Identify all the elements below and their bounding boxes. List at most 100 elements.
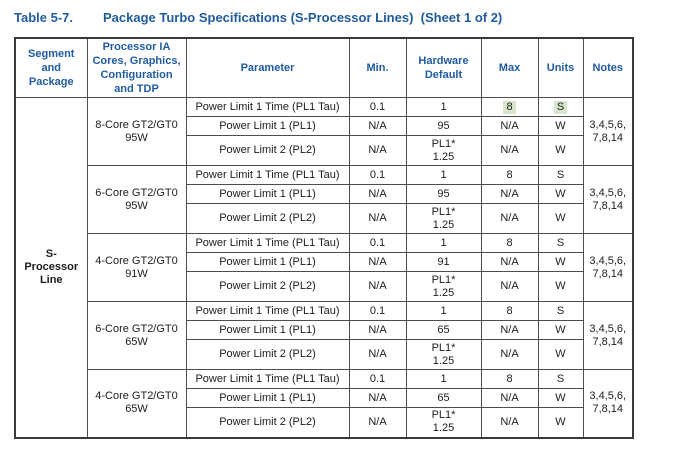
default-cell: 1 bbox=[405, 97, 482, 117]
table-row: 6-Core GT2/GT0 65W Power Limit 1 Time (P… bbox=[15, 301, 634, 370]
max-cell: 8 bbox=[480, 233, 539, 253]
table-caption: Table 5-7. Package Turbo Specifications … bbox=[14, 10, 502, 25]
parameter-cell: Power Limit 1 (PL1) bbox=[185, 252, 350, 272]
min-cell: 0.1 bbox=[348, 97, 407, 117]
default-cell: PL1* 1.25 bbox=[405, 135, 482, 166]
parameter-cell: Power Limit 1 Time (PL1 Tau) bbox=[185, 301, 350, 321]
units-cell: S bbox=[537, 369, 584, 389]
units-cell: S bbox=[537, 165, 584, 185]
max-cell: 8 bbox=[480, 301, 539, 321]
max-cell: 8 bbox=[480, 97, 539, 117]
min-cell: N/A bbox=[348, 271, 407, 302]
max-cell: 8 bbox=[480, 369, 539, 389]
col-header-parameter: Parameter bbox=[185, 37, 350, 98]
default-cell: PL1* 1.25 bbox=[405, 407, 482, 438]
default-cell: PL1* 1.25 bbox=[405, 203, 482, 234]
max-cell: 8 bbox=[480, 165, 539, 185]
units-cell: W bbox=[537, 203, 584, 234]
config-cell: 4-Core GT2/GT0 65W bbox=[86, 369, 187, 438]
table-row: 4-Core GT2/GT0 65W Power Limit 1 Time (P… bbox=[15, 369, 634, 438]
parameter-cell: Power Limit 1 (PL1) bbox=[185, 320, 350, 340]
min-cell: N/A bbox=[348, 116, 407, 136]
max-cell: N/A bbox=[480, 252, 539, 272]
units-cell: W bbox=[537, 116, 584, 136]
default-cell: 1 bbox=[405, 369, 482, 389]
col-header-units: Units bbox=[537, 37, 584, 98]
min-cell: N/A bbox=[348, 339, 407, 370]
units-cell: W bbox=[537, 339, 584, 370]
table-caption-title: Package Turbo Specifications (S-Processo… bbox=[103, 10, 503, 25]
table-row: Power Limit 1 (PL1) N/A 95 N/A W bbox=[15, 184, 633, 204]
min-cell: N/A bbox=[348, 184, 407, 204]
config-cell: 4-Core GT2/GT0 91W bbox=[86, 233, 187, 302]
parameter-cell: Power Limit 1 Time (PL1 Tau) bbox=[185, 233, 350, 253]
units-cell: W bbox=[537, 271, 584, 302]
min-cell: N/A bbox=[348, 320, 407, 340]
units-cell: W bbox=[537, 135, 584, 166]
parameter-cell: Power Limit 1 (PL1) bbox=[185, 184, 350, 204]
max-cell: N/A bbox=[480, 271, 539, 302]
table-row: 4-Core GT2/GT0 91W Power Limit 1 Time (P… bbox=[15, 233, 634, 302]
parameter-cell: Power Limit 2 (PL2) bbox=[185, 339, 350, 370]
col-header-segment: Segment and Package bbox=[14, 37, 88, 98]
units-cell: W bbox=[537, 320, 584, 340]
notes-cell: 3,4,5,6, 7,8,14 bbox=[582, 301, 634, 370]
header-row: Segment and Package Processor IA Cores, … bbox=[14, 37, 634, 98]
units-cell: S bbox=[537, 233, 584, 253]
min-cell: N/A bbox=[348, 135, 407, 166]
parameter-cell: Power Limit 2 (PL2) bbox=[185, 135, 350, 166]
default-cell: 65 bbox=[405, 388, 482, 408]
min-cell: N/A bbox=[348, 252, 407, 272]
table-row: Power Limit 2 (PL2) N/A PL1* 1.25 N/A W bbox=[15, 135, 633, 166]
max-cell: N/A bbox=[480, 388, 539, 408]
parameter-cell: Power Limit 1 Time (PL1 Tau) bbox=[185, 165, 350, 185]
table-caption-label: Table 5-7. bbox=[14, 10, 74, 25]
min-cell: N/A bbox=[348, 203, 407, 234]
default-cell: PL1* 1.25 bbox=[405, 271, 482, 302]
search-highlight: S bbox=[553, 100, 568, 114]
units-cell: W bbox=[537, 407, 584, 438]
default-cell: 95 bbox=[405, 184, 482, 204]
config-cell: 6-Core GT2/GT0 95W bbox=[86, 165, 187, 234]
units-cell: W bbox=[537, 252, 584, 272]
segment-cell: S- Processor Line bbox=[14, 97, 88, 438]
units-cell: W bbox=[537, 184, 584, 204]
notes-cell: 3,4,5,6, 7,8,14 bbox=[582, 369, 634, 438]
max-cell: N/A bbox=[480, 407, 539, 438]
max-cell: N/A bbox=[480, 320, 539, 340]
config-cell: 6-Core GT2/GT0 65W bbox=[86, 301, 187, 370]
table-row: 6-Core GT2/GT0 95W Power Limit 1 Time (P… bbox=[15, 165, 634, 234]
default-cell: PL1* 1.25 bbox=[405, 339, 482, 370]
min-cell: N/A bbox=[348, 407, 407, 438]
table-row: S- Processor Line 8-Core GT2/GT0 95W Pow… bbox=[14, 97, 634, 438]
col-header-max: Max bbox=[480, 37, 539, 98]
max-cell: N/A bbox=[480, 135, 539, 166]
min-cell: N/A bbox=[348, 388, 407, 408]
units-cell: W bbox=[537, 388, 584, 408]
min-cell: 0.1 bbox=[348, 233, 407, 253]
units-cell: S bbox=[537, 97, 584, 117]
table-row: Power Limit 2 (PL2) N/A PL1* 1.25 N/A W bbox=[15, 407, 633, 438]
min-cell: 0.1 bbox=[348, 369, 407, 389]
min-cell: 0.1 bbox=[348, 165, 407, 185]
table-row: Power Limit 2 (PL2) N/A PL1* 1.25 N/A W bbox=[15, 203, 633, 234]
default-cell: 95 bbox=[405, 116, 482, 136]
units-cell: S bbox=[537, 301, 584, 321]
col-header-config: Processor IA Cores, Graphics, Configurat… bbox=[86, 37, 187, 98]
notes-cell: 3,4,5,6, 7,8,14 bbox=[582, 97, 634, 166]
max-cell: N/A bbox=[480, 339, 539, 370]
max-cell: N/A bbox=[480, 203, 539, 234]
parameter-cell: Power Limit 2 (PL2) bbox=[185, 407, 350, 438]
col-header-min: Min. bbox=[348, 37, 407, 98]
parameter-cell: Power Limit 2 (PL2) bbox=[185, 203, 350, 234]
default-cell: 91 bbox=[405, 252, 482, 272]
default-cell: 1 bbox=[405, 233, 482, 253]
parameter-cell: Power Limit 1 (PL1) bbox=[185, 388, 350, 408]
notes-cell: 3,4,5,6, 7,8,14 bbox=[582, 233, 634, 302]
table-row: Power Limit 2 (PL2) N/A PL1* 1.25 N/A W bbox=[15, 339, 633, 370]
search-highlight: 8 bbox=[503, 100, 516, 114]
min-cell: 0.1 bbox=[348, 301, 407, 321]
parameter-cell: Power Limit 1 Time (PL1 Tau) bbox=[185, 369, 350, 389]
col-header-notes: Notes bbox=[582, 37, 634, 98]
